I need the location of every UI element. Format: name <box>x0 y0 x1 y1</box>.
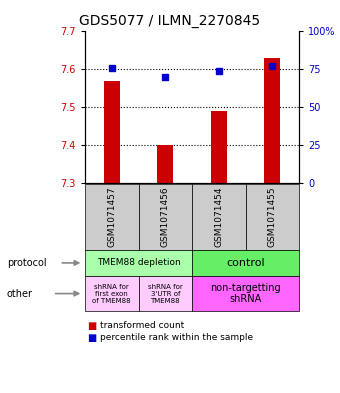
Text: GSM1071457: GSM1071457 <box>107 186 116 247</box>
Bar <box>157 145 173 183</box>
Text: percentile rank within the sample: percentile rank within the sample <box>100 333 253 342</box>
Bar <box>265 58 280 183</box>
Bar <box>211 111 227 183</box>
Text: protocol: protocol <box>7 258 47 268</box>
Text: other: other <box>7 288 33 299</box>
Text: control: control <box>226 258 265 268</box>
Text: GSM1071455: GSM1071455 <box>268 186 277 247</box>
Text: GSM1071456: GSM1071456 <box>161 186 170 247</box>
Text: ■: ■ <box>87 332 96 343</box>
Bar <box>104 81 120 183</box>
Text: transformed count: transformed count <box>100 321 185 330</box>
Text: non-targetting
shRNA: non-targetting shRNA <box>210 283 281 304</box>
Text: shRNA for
first exon
of TMEM88: shRNA for first exon of TMEM88 <box>92 284 131 303</box>
Text: GDS5077 / ILMN_2270845: GDS5077 / ILMN_2270845 <box>80 14 260 28</box>
Text: ■: ■ <box>87 321 96 331</box>
Text: TMEM88 depletion: TMEM88 depletion <box>97 259 181 267</box>
Text: GSM1071454: GSM1071454 <box>215 186 223 247</box>
Text: shRNA for
3'UTR of
TMEM88: shRNA for 3'UTR of TMEM88 <box>148 284 183 303</box>
